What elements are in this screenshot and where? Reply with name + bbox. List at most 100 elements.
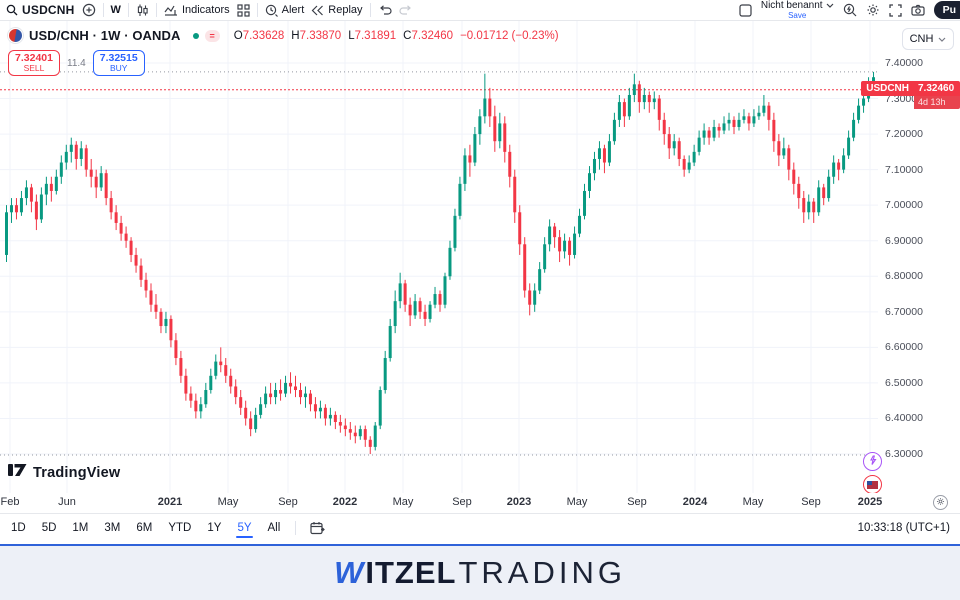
range-button-5d[interactable]: 5D (41, 521, 57, 534)
data-delay-badge[interactable]: = (204, 29, 220, 42)
screenshot-button[interactable] (910, 4, 925, 16)
redo-button[interactable] (398, 4, 413, 16)
buy-button[interactable]: 7.32515 BUY (92, 50, 145, 76)
time-axis-label: 2021 (157, 496, 183, 508)
ohlc-values: O7.33628 H7.33870 L7.31891 C7.32460 −0.0… (234, 30, 559, 42)
range-button-all[interactable]: All (267, 521, 281, 534)
candlestick-chart[interactable] (0, 21, 960, 493)
time-axis-label: Sep (801, 496, 821, 508)
toolbar-divider (102, 3, 104, 17)
bar-countdown: 4d 13h (914, 96, 960, 109)
brand-w: W (334, 555, 365, 590)
compare-add-button[interactable] (82, 3, 96, 17)
brand-bold: ITZEL (365, 555, 457, 590)
quick-search-button[interactable] (843, 3, 857, 17)
indicator-templates-button[interactable] (237, 3, 250, 17)
indicators-button[interactable]: Indicators (164, 4, 230, 16)
save-link[interactable]: Save (788, 10, 807, 20)
chevron-down-icon (826, 1, 834, 11)
toolbar-divider (127, 3, 129, 17)
symbol-title[interactable]: USD/CNH · 1W · OANDA (29, 28, 181, 43)
gear-icon (866, 3, 880, 17)
time-axis-label: Jun (58, 496, 76, 508)
interval-label: W (110, 4, 121, 16)
chart-pane[interactable]: 7.40000 7.30000 7.20000 7.10000 7.00000 6.900… (0, 21, 960, 494)
price-axis[interactable]: 7.40000 7.30000 7.20000 7.10000 7.00000 6.900… (880, 21, 960, 493)
time-axis-label: May (217, 496, 239, 508)
time-axis-label: Sep (278, 496, 298, 508)
chart-style-button[interactable] (136, 4, 149, 17)
replay-button[interactable]: Replay (311, 4, 363, 16)
price-axis-label: 7.40000 (885, 57, 923, 69)
fullscreen-button[interactable] (888, 3, 902, 17)
chevron-down-icon (938, 33, 946, 45)
price-tag-value: 7.32460 (914, 81, 960, 96)
price-tag-symbol: USDCNH (861, 81, 914, 96)
range-button-ytd[interactable]: YTD (168, 521, 192, 534)
clock-timezone[interactable]: 10:33:18 (UTC+1) (857, 521, 950, 534)
go-to-date-button[interactable] (310, 521, 326, 535)
time-axis-label: 2022 (332, 496, 358, 508)
top-toolbar: USDCNH W Indicators Alert Re (0, 0, 960, 21)
tradingview-logo[interactable]: TradingView (8, 463, 120, 483)
time-axis-label: May (392, 496, 414, 508)
toolbar-divider (155, 3, 157, 17)
toolbar-divider (369, 3, 371, 17)
time-axis[interactable]: Feb Jun 2021 May Sep 2022 May Sep 2023 May Sep 2024… (0, 493, 960, 513)
search-icon (6, 4, 18, 16)
gear-icon (936, 497, 945, 508)
range-button-1d[interactable]: 1D (11, 521, 26, 534)
price-axis-label: 7.20000 (885, 128, 923, 141)
price-axis-label: 6.70000 (885, 305, 923, 318)
toolbar-divider (256, 3, 258, 17)
toolbar-divider (295, 520, 297, 535)
price-axis-label: 6.50000 (885, 376, 923, 389)
range-button-5y[interactable]: 5Y (236, 521, 253, 538)
footer: W ITZEL TRADING (0, 541, 960, 600)
open-value: 7.33628 (242, 29, 285, 42)
symbol-search-text: USDCNH (22, 3, 75, 17)
range-button-1m[interactable]: 1M (72, 521, 89, 534)
publish-label: Pu (942, 4, 956, 16)
publish-button[interactable]: Pu (933, 1, 960, 19)
price-axis-label: 7.00000 (885, 199, 923, 212)
lightning-icon (869, 455, 877, 468)
currency-dropdown[interactable]: CNH (902, 28, 954, 50)
open-label: O (233, 29, 243, 42)
range-button-6m[interactable]: 6M (136, 521, 153, 534)
alert-button[interactable]: Alert (265, 4, 304, 17)
witzel-trading-logo: W ITZEL TRADING (334, 555, 626, 591)
symbol-search-button[interactable]: USDCNH (6, 3, 75, 17)
layout-name-menu[interactable]: Nicht benannt Save (761, 0, 834, 20)
time-axis-label: 2024 (682, 496, 708, 508)
sell-label: SELL (23, 63, 45, 74)
settings-button[interactable] (866, 3, 880, 17)
time-axis-label: Feb (0, 496, 20, 508)
flag-reaction-button[interactable] (863, 475, 882, 494)
trade-panel: 7.32401 SELL 11.4 7.32515 BUY (8, 50, 145, 76)
interval-button[interactable]: W (111, 4, 121, 16)
symbol-info-row: USD/CNH · 1W · OANDA = O7.33628 H7.33870… (8, 28, 559, 43)
range-button-1y[interactable]: 1Y (207, 521, 222, 534)
price-axis-label: 6.60000 (885, 341, 923, 354)
plus-circle-icon (82, 3, 96, 17)
time-axis-label: Sep (452, 496, 472, 508)
indicators-label: Indicators (181, 4, 230, 16)
high-label: H (291, 29, 300, 42)
camera-icon (910, 4, 925, 16)
sell-price: 7.32401 (15, 52, 53, 65)
brand-area: W ITZEL TRADING (0, 546, 960, 600)
currency-value: CNH (909, 33, 934, 45)
undo-button[interactable] (378, 4, 392, 16)
close-label: C (403, 29, 412, 42)
boost-button[interactable] (863, 452, 882, 471)
undo-icon (378, 4, 392, 16)
low-value: 7.31891 (354, 29, 397, 42)
spread-value: 11.4 (67, 57, 86, 69)
sell-button[interactable]: 7.32401 SELL (8, 50, 60, 76)
price-axis-label: 6.80000 (885, 270, 923, 283)
range-button-3m[interactable]: 3M (104, 521, 121, 534)
axis-settings-button[interactable] (933, 495, 948, 510)
time-axis-label: 2025 (857, 496, 883, 508)
multichart-layout-button[interactable] (739, 3, 752, 17)
